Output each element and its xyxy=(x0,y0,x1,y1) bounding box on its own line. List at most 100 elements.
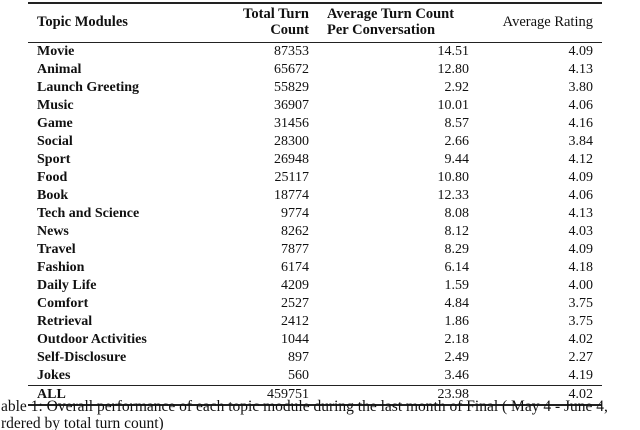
avg-turn-cell: 2.49 xyxy=(444,350,470,365)
col-header-avg-turn-line2: Per Conversation xyxy=(327,21,436,38)
table-row: Fashion 6174 6.14 4.18 xyxy=(28,259,602,277)
table-body: Movie 87353 14.51 4.09 Animal 65672 12.80 4.13 L… xyxy=(28,43,602,386)
avg-turn-cell: 8.57 xyxy=(444,116,470,131)
topic-cell: Social xyxy=(37,134,73,149)
total-turn-cell: 4209 xyxy=(281,278,309,293)
avg-turn-cell: 2.66 xyxy=(444,134,470,149)
rating-cell: 4.16 xyxy=(568,116,594,131)
table-row: Jokes 560 3.46 4.19 xyxy=(28,367,602,386)
total-turn-cell: 8262 xyxy=(281,224,309,239)
total-row: ALL 459751 23.98 4.02 xyxy=(28,385,602,406)
rating-cell: 4.09 xyxy=(568,44,594,59)
rating-cell: 3.75 xyxy=(568,314,594,329)
total-turn-cell: 65672 xyxy=(274,62,309,77)
topic-cell: Daily Life xyxy=(37,278,97,293)
topic-cell: Outdoor Activities xyxy=(37,332,147,347)
rating-cell: 4.03 xyxy=(568,224,594,239)
topic-cell: News xyxy=(37,224,69,239)
rating-cell: 4.02 xyxy=(568,332,594,347)
rating-cell: 4.06 xyxy=(568,188,594,203)
rating-cell: 4.18 xyxy=(568,260,594,275)
col-header-total-turn-count: Total Turn Count xyxy=(213,2,313,43)
avg-turn-cell: 3.46 xyxy=(444,368,470,383)
topic-cell: Self-Disclosure xyxy=(37,350,127,365)
total-turn-cell: 2412 xyxy=(281,314,309,329)
total-turn-cell: 26948 xyxy=(274,152,309,167)
topic-cell: Music xyxy=(37,98,74,113)
total-turn-cell: 28300 xyxy=(274,134,309,149)
avg-turn-cell: 8.29 xyxy=(444,242,470,257)
topic-cell: Retrieval xyxy=(37,314,93,329)
table-header: Topic Modules Total Turn Count Average T… xyxy=(28,2,602,43)
table-row: Movie 87353 14.51 4.09 xyxy=(28,43,602,62)
table-row: News 8262 8.12 4.03 xyxy=(28,223,602,241)
topic-cell: Comfort xyxy=(37,296,89,311)
total-turn-cell: 31456 xyxy=(274,116,309,131)
total-turn-cell: 36907 xyxy=(274,98,309,113)
table-caption: able 1: Overall performance of each topi… xyxy=(1,398,640,430)
topic-cell: Food xyxy=(37,170,68,185)
rating-cell: 4.06 xyxy=(568,98,594,113)
topic-cell: Game xyxy=(37,116,73,131)
rating-cell: 4.12 xyxy=(568,152,594,167)
rating-cell: 4.13 xyxy=(568,206,594,221)
topic-cell: Movie xyxy=(37,44,75,59)
total-turn-cell: 55829 xyxy=(274,80,309,95)
table-row: Travel 7877 8.29 4.09 xyxy=(28,241,602,259)
table-row: Comfort 2527 4.84 3.75 xyxy=(28,295,602,313)
total-turn-cell: 459751 xyxy=(213,385,313,406)
avg-turn-cell: 10.01 xyxy=(437,98,470,113)
col-header-avg-turn-count: Average Turn Count Per Conversation xyxy=(313,2,473,43)
avg-turn-cell: 12.33 xyxy=(437,188,470,203)
avg-turn-cell: 2.92 xyxy=(444,80,470,95)
col-header-topic-modules: Topic Modules xyxy=(28,2,213,43)
total-turn-cell: 9774 xyxy=(281,206,309,221)
total-turn-cell: 25117 xyxy=(274,170,309,185)
avg-turn-cell: 9.44 xyxy=(444,152,470,167)
table-row: Music 36907 10.01 4.06 xyxy=(28,97,602,115)
table-row: Self-Disclosure 897 2.49 2.27 xyxy=(28,349,602,367)
total-turn-cell: 6174 xyxy=(281,260,309,275)
table-row: Game 31456 8.57 4.16 xyxy=(28,115,602,133)
table-row: Daily Life 4209 1.59 4.00 xyxy=(28,277,602,295)
avg-turn-cell: 8.12 xyxy=(444,224,470,239)
topic-cell: Tech and Science xyxy=(37,206,140,221)
total-turn-cell: 7877 xyxy=(281,242,309,257)
rating-cell: 4.09 xyxy=(568,170,594,185)
total-turn-cell: 560 xyxy=(288,368,309,383)
avg-turn-cell: 10.80 xyxy=(437,170,470,185)
table-row: Food 25117 10.80 4.09 xyxy=(28,169,602,187)
table-row: Outdoor Activities 1044 2.18 4.02 xyxy=(28,331,602,349)
avg-turn-cell: 23.98 xyxy=(313,385,473,406)
rating-cell: 4.19 xyxy=(568,368,594,383)
table-row: Retrieval 2412 1.86 3.75 xyxy=(28,313,602,331)
rating-cell: 3.80 xyxy=(568,80,594,95)
topic-cell: Sport xyxy=(37,152,71,167)
total-turn-cell: 87353 xyxy=(274,44,309,59)
table-footer: ALL 459751 23.98 4.02 xyxy=(28,385,602,406)
table-row: Animal 65672 12.80 4.13 xyxy=(28,61,602,79)
avg-turn-cell: 14.51 xyxy=(437,44,470,59)
avg-turn-cell: 1.59 xyxy=(444,278,470,293)
avg-turn-cell: 2.18 xyxy=(444,332,470,347)
table-row: Launch Greeting 55829 2.92 3.80 xyxy=(28,79,602,97)
caption-line-1: able 1: Overall performance of each topi… xyxy=(1,398,608,415)
avg-turn-cell: 1.86 xyxy=(444,314,470,329)
rating-cell: 4.09 xyxy=(568,242,594,257)
topic-modules-table: Topic Modules Total Turn Count Average T… xyxy=(28,2,602,406)
topic-cell: Travel xyxy=(37,242,76,257)
caption-line-2: rdered by total turn count) xyxy=(1,415,164,430)
table-row: Sport 26948 9.44 4.12 xyxy=(28,151,602,169)
topic-cell: Launch Greeting xyxy=(37,80,140,95)
avg-turn-cell: 8.08 xyxy=(444,206,470,221)
col-header-average-rating: Average Rating xyxy=(473,2,602,43)
rating-cell: 4.00 xyxy=(568,278,594,293)
table-row: Social 28300 2.66 3.84 xyxy=(28,133,602,151)
table-row: Tech and Science 9774 8.08 4.13 xyxy=(28,205,602,223)
topic-cell: Fashion xyxy=(37,260,85,275)
rating-cell: 3.75 xyxy=(568,296,594,311)
rating-cell: 4.02 xyxy=(473,385,602,406)
table-header-row: Topic Modules Total Turn Count Average T… xyxy=(28,2,602,43)
rating-cell: 3.84 xyxy=(568,134,594,149)
